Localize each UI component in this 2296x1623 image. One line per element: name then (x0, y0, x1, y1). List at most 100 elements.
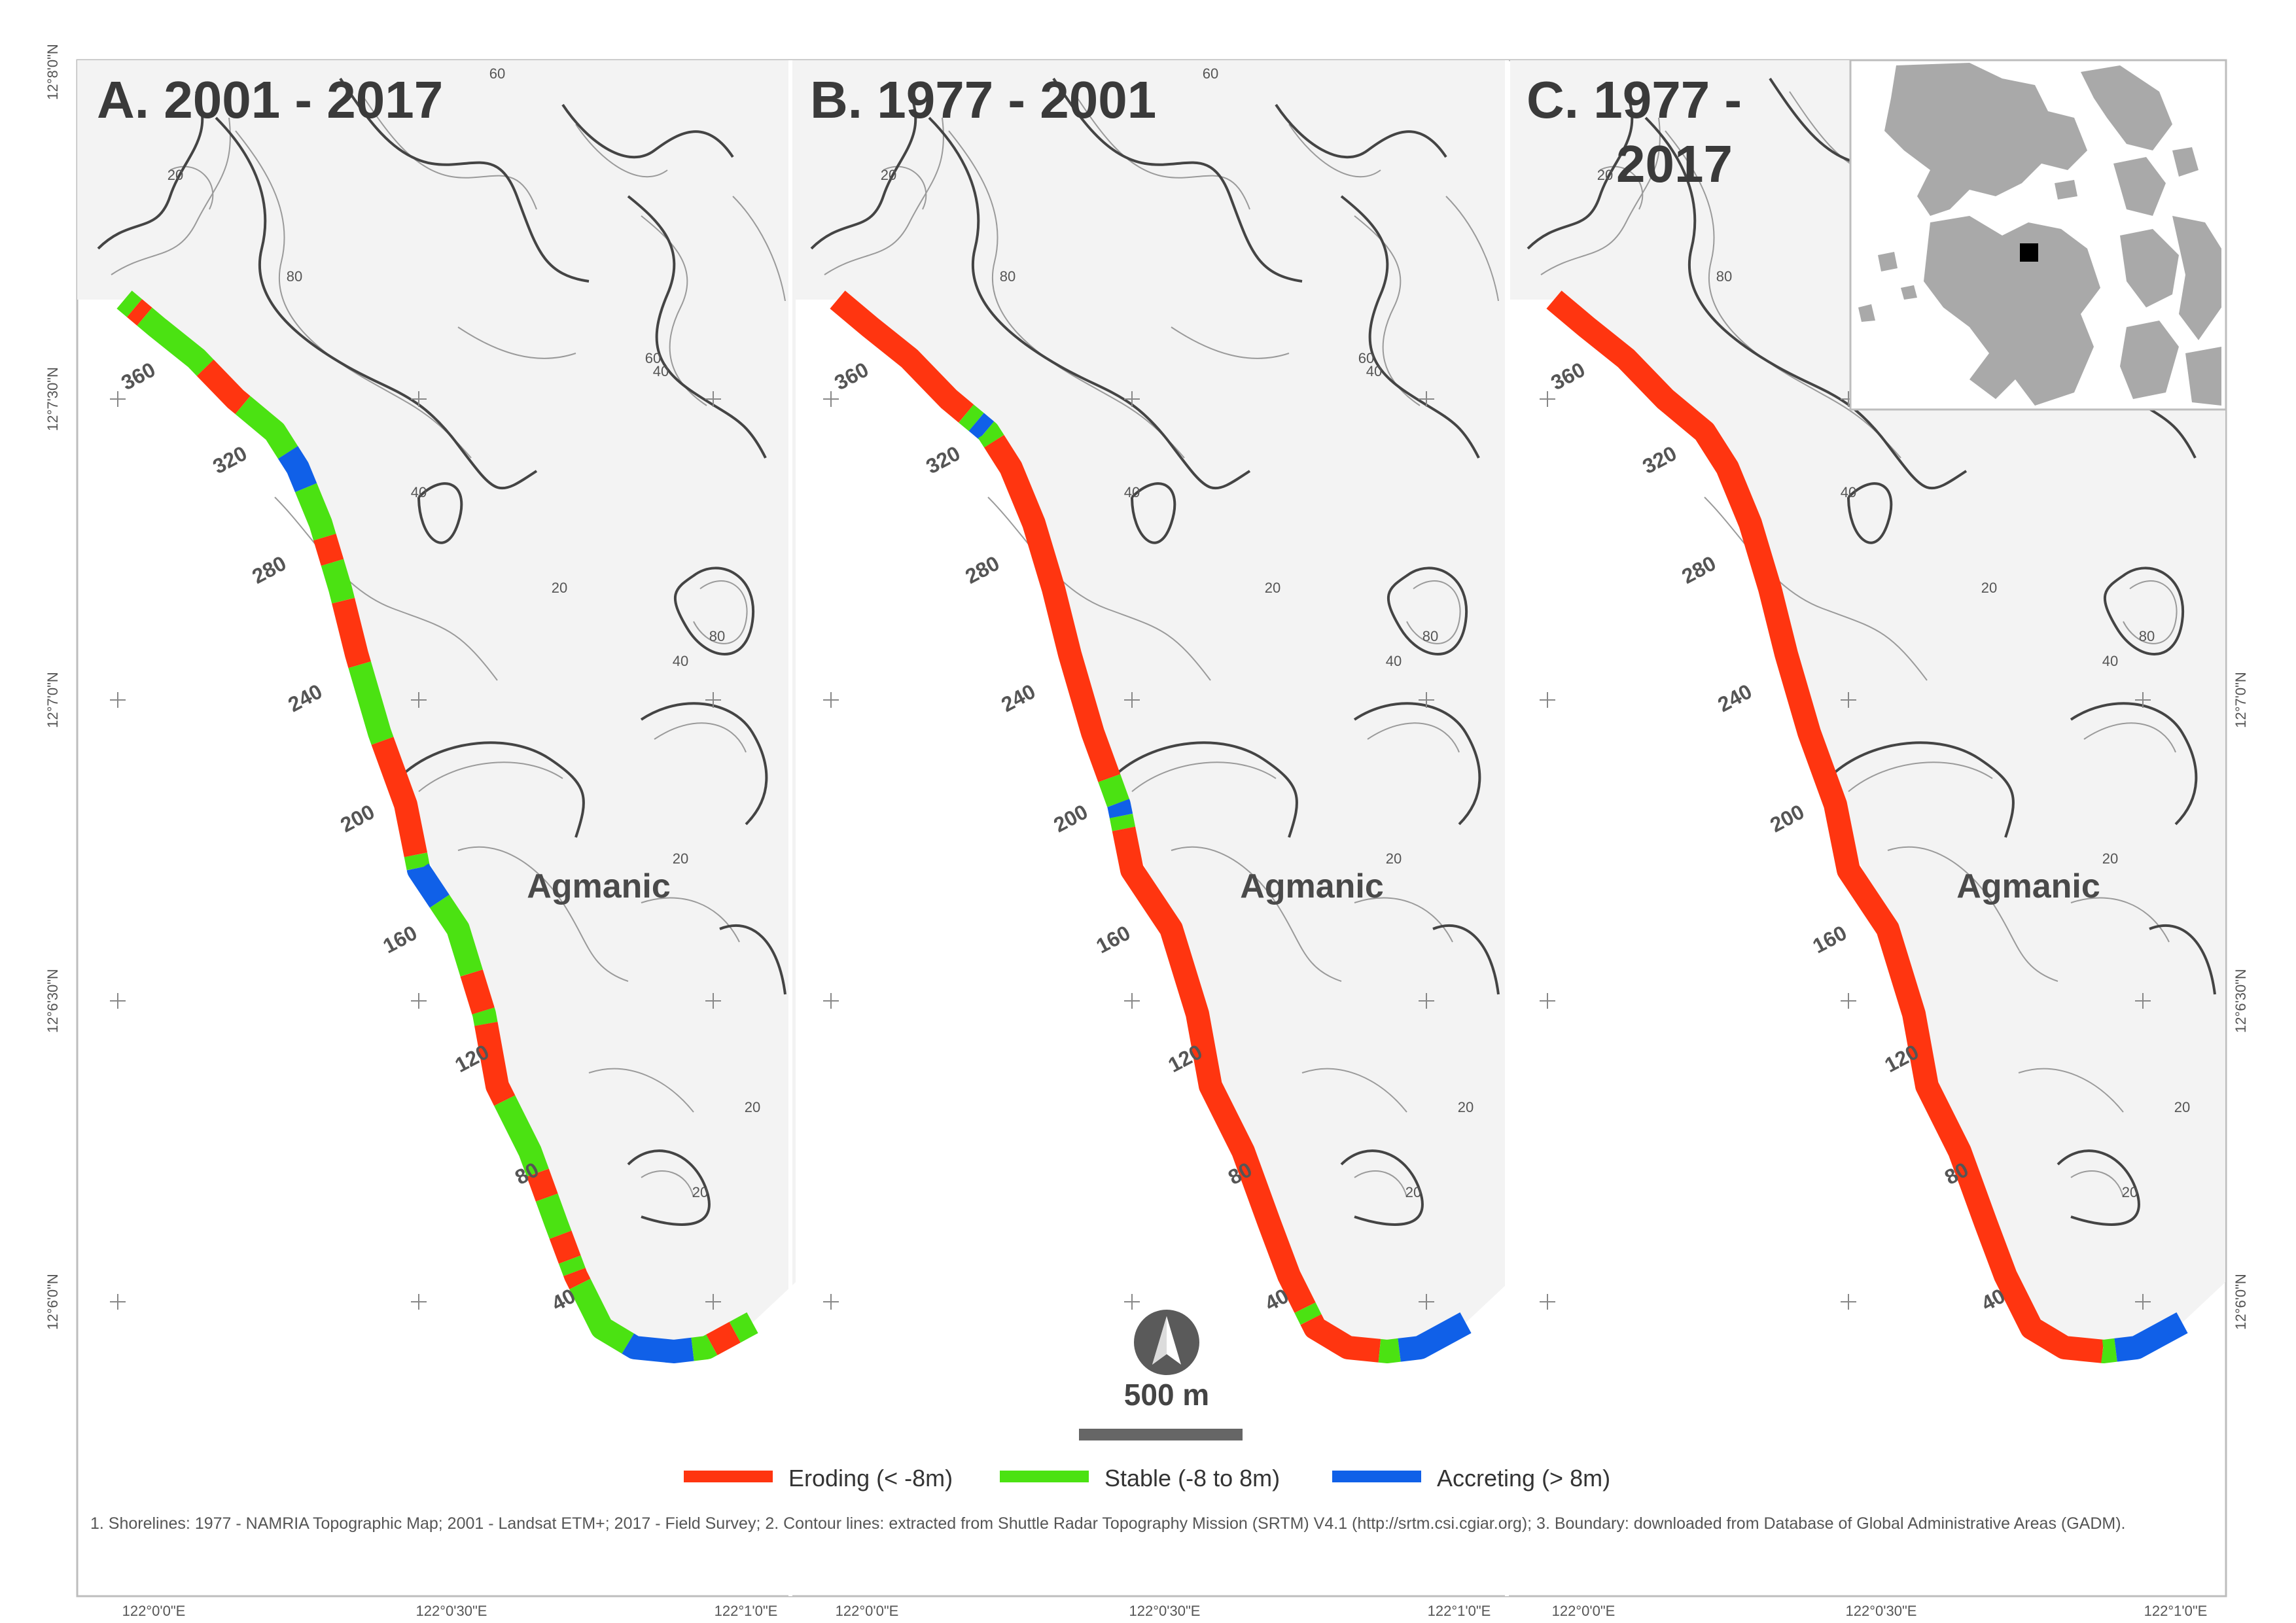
shoreline-segment-stable (348, 661, 394, 745)
shoreline-segment-eroding (196, 359, 251, 415)
land-area (796, 60, 1509, 1352)
chainage-label: 280 (248, 551, 290, 588)
contour-minor (1665, 130, 1901, 459)
contour-label: 40 (1386, 653, 1402, 669)
shoreline-segment-stable (2092, 1338, 2117, 1363)
contour-major (1118, 741, 1298, 838)
place-label: Agmanic (1956, 867, 2100, 905)
chainage-label: 320 (209, 441, 251, 478)
shoreline-segment-accreting (1398, 1312, 1472, 1362)
contour-major (1847, 482, 1893, 544)
contour-minor (1848, 761, 1993, 792)
contour-label: 20 (673, 850, 688, 867)
graticule-cross (110, 391, 126, 407)
shoreline-segment-eroding (371, 737, 428, 858)
contour-minor (274, 497, 498, 681)
graticule-cross (2135, 692, 2151, 708)
contour-major (1353, 702, 1481, 826)
graticule-cross (705, 692, 721, 708)
shoreline-segment-eroding (474, 1021, 516, 1106)
shoreline-segment-stable (1098, 774, 1130, 807)
latitude-label: 12°6'0"N (2233, 1274, 2249, 1330)
contour-minor (641, 1170, 694, 1198)
contour-major (561, 103, 734, 159)
contour-major (674, 567, 755, 655)
graticule-cross (1419, 391, 1434, 407)
contour-label: 60 (1203, 65, 1218, 82)
shoreline-segment-stable (1375, 1338, 1401, 1363)
scale-label: 500 m (1124, 1378, 1209, 1412)
graticule-cross (1841, 692, 1856, 708)
contour-minor (575, 124, 668, 178)
legend-label: Stable (-8 to 8m) (1104, 1465, 1280, 1492)
panel-title-line2: 2017 (1616, 135, 1733, 193)
shoreline-segment-stable (494, 1095, 549, 1177)
graticule-cross (705, 993, 721, 1009)
contour-minor (987, 497, 1211, 681)
longitude-label: 122°0'0"E (1552, 1603, 1616, 1619)
graticule-cross (1419, 692, 1434, 708)
longitude-label: 122°1'0"E (715, 1603, 778, 1619)
contour-minor (111, 117, 231, 275)
chainage-label: 160 (1092, 920, 1134, 958)
contour-minor (1367, 722, 1460, 753)
scale-bar: 500 m (1079, 1378, 1243, 1440)
contour-label: 20 (1597, 167, 1613, 183)
source-notes: 1. Shorelines: 1977 - NAMRIA Topographic… (90, 1514, 2126, 1533)
legend: Eroding (< -8m) Stable (-8 to 8m) Accretin… (684, 1465, 1610, 1492)
shoreline-segment-stable (1109, 813, 1136, 831)
graticule-cross (705, 1294, 721, 1310)
chainage-label: 360 (1547, 357, 1589, 394)
contour-label: 40 (1366, 363, 1382, 379)
contour-major (1527, 91, 1634, 250)
longitude-label: 122°0'30"E (1846, 1603, 1917, 1619)
longitude-label: 122°0'30"E (1129, 1603, 1201, 1619)
contour-minor (2018, 1068, 2124, 1113)
contour-major (2070, 702, 2198, 826)
contour-label: 20 (2122, 1184, 2138, 1200)
inset-land (1858, 63, 2221, 406)
inset-locator-map (1849, 59, 2227, 411)
shoreline-segment-stable (137, 307, 214, 376)
contour-major (640, 702, 768, 826)
contour-minor (948, 130, 1185, 459)
contour-major (339, 77, 590, 283)
contour-major (627, 195, 767, 459)
contour-label: 60 (1358, 350, 1374, 366)
latitude-label: 12°7'0"N (2233, 672, 2249, 728)
graticule-cross (110, 692, 126, 708)
chainage-label: 240 (284, 679, 326, 716)
contour-minor (2070, 897, 2170, 943)
latitude-label: 12°6'30"N (2233, 969, 2249, 1033)
contour-minor (732, 196, 786, 302)
contour-major (928, 116, 1251, 490)
contour-major (1834, 741, 2015, 838)
contour-minor (418, 761, 563, 792)
latitude-label: 12°6'0"N (44, 1274, 61, 1330)
contour-minor (1406, 580, 1461, 644)
contour-label: 60 (489, 65, 505, 82)
contour-minor (1288, 124, 1381, 178)
contour-major (1387, 567, 1468, 655)
contour-major (719, 924, 786, 995)
land-area (77, 60, 796, 1352)
contour-major (2149, 924, 2216, 995)
contour-minor (1599, 166, 1644, 210)
contour-minor (2070, 1170, 2124, 1198)
contour-label: 40 (2102, 653, 2118, 669)
longitude-label: 122°0'0"E (122, 1603, 186, 1619)
shoreline-segment-eroding (126, 299, 152, 326)
shoreline-segment-stable (116, 290, 143, 317)
contour-major (2057, 1149, 2140, 1226)
shoreline-segment-accreting (1107, 793, 1133, 818)
shoreline-segment-stable (959, 404, 984, 431)
contour-label: 80 (709, 628, 725, 644)
contour-label: 20 (1265, 580, 1280, 596)
shoreline-segment-accreting (406, 858, 450, 908)
contour-label: 60 (645, 350, 661, 366)
study-area-marker (2020, 243, 2038, 262)
contour-minor (235, 130, 472, 459)
shoreline-segment-accreting (277, 445, 317, 493)
